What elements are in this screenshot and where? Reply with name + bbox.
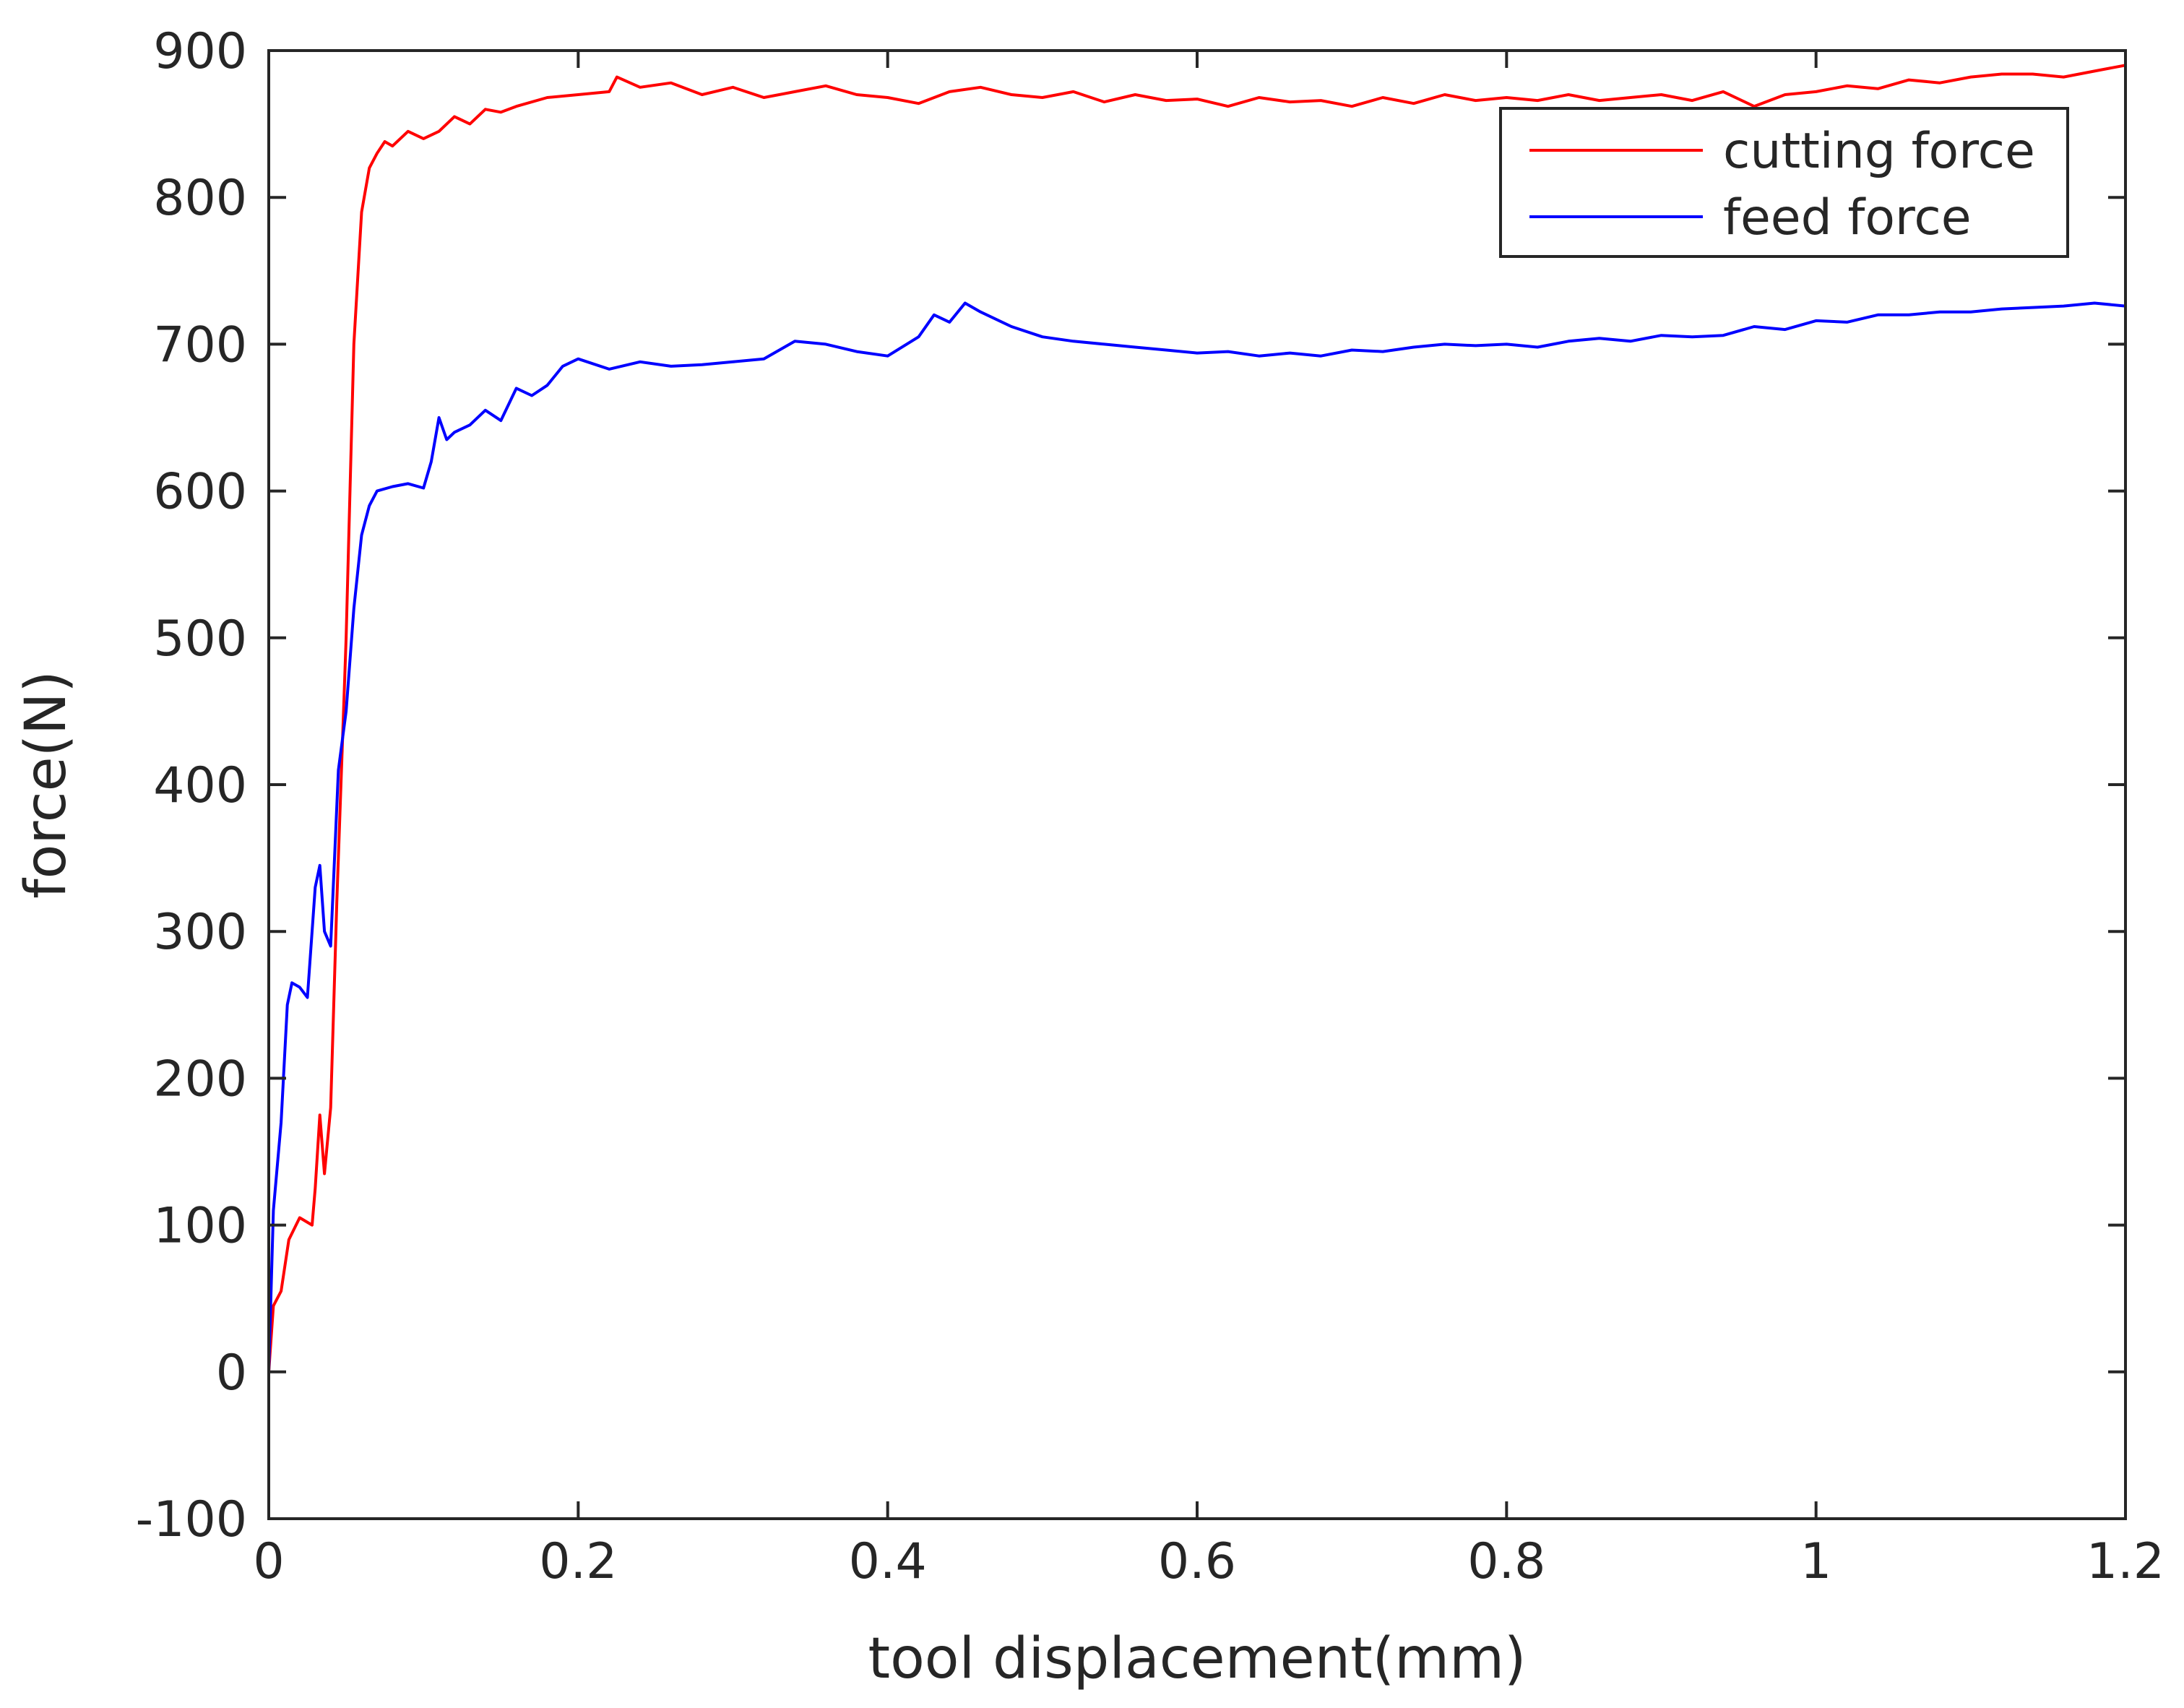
y-tick-label: -100	[136, 1491, 247, 1548]
x-tick-label: 0.2	[539, 1533, 617, 1590]
series-line-cutting-force	[269, 64, 2125, 1372]
legend-label-feed-force: feed force	[1723, 189, 1972, 246]
y-tick-label: 900	[153, 23, 247, 80]
x-tick-label: 0	[253, 1533, 284, 1590]
y-tick-label: 500	[153, 611, 247, 668]
y-tick-label: 200	[153, 1051, 247, 1108]
x-axis-label: tool displacement(mm)	[868, 1626, 1527, 1691]
y-tick-label: 300	[153, 904, 247, 961]
x-tick-label: 1.2	[2086, 1533, 2164, 1590]
series-layer	[269, 64, 2125, 1372]
legend-box	[1499, 107, 2069, 258]
series-line-feed-force	[269, 301, 2125, 1372]
y-tick-label: 600	[153, 464, 247, 521]
y-tick-label: 700	[153, 316, 247, 374]
x-tick-label: 1	[1800, 1533, 1831, 1590]
x-tick-label: 0.6	[1158, 1533, 1236, 1590]
y-tick-label: 400	[153, 757, 247, 814]
x-tick-label: 0.8	[1467, 1533, 1545, 1590]
y-axis-ticks: -100 0 100 200 300 400 500 600 700 800 900	[136, 23, 2125, 1548]
y-axis-label: force(N)	[14, 670, 79, 899]
legend-label-cutting-force: cutting force	[1723, 123, 2035, 180]
y-tick-label: 800	[153, 170, 247, 227]
x-tick-label: 0.4	[849, 1533, 927, 1590]
y-tick-label: 0	[216, 1345, 247, 1402]
x-axis-ticks: 0 0.2 0.4 0.6 0.8 1 1.2	[253, 51, 2164, 1590]
y-tick-label: 100	[153, 1198, 247, 1255]
legend: cutting force feed force	[1499, 107, 2069, 258]
